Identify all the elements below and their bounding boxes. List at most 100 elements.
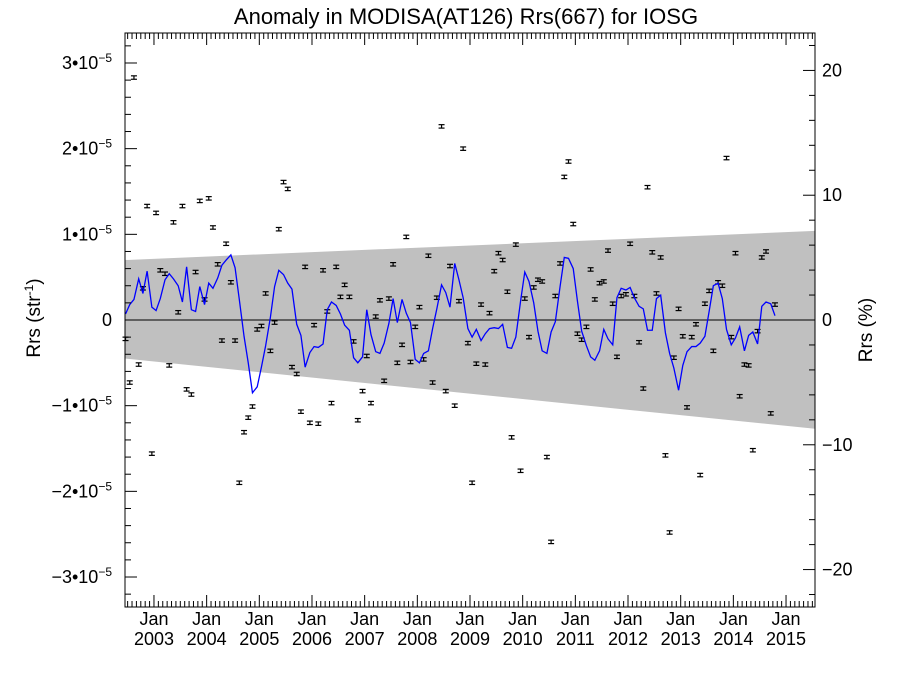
- data-point: [293, 371, 300, 377]
- data-point: [491, 268, 498, 274]
- data-point: [710, 348, 717, 354]
- data-point: [407, 359, 414, 365]
- data-point: [192, 269, 199, 275]
- data-point: [367, 400, 374, 406]
- data-point: [627, 241, 634, 247]
- data-point: [311, 322, 318, 328]
- data-point: [209, 225, 216, 230]
- x-tick-label-year: 2006: [292, 629, 332, 649]
- x-tick-label-month: Jan: [613, 609, 642, 629]
- x-tick-label-month: Jan: [297, 609, 326, 629]
- data-point: [464, 340, 471, 346]
- data-point: [622, 291, 629, 297]
- data-point: [736, 393, 743, 399]
- data-point: [148, 451, 155, 456]
- data-point: [557, 261, 564, 266]
- data-point: [363, 353, 370, 359]
- x-tick-label-year: 2004: [187, 629, 227, 649]
- x-tick-label-month: Jan: [719, 609, 748, 629]
- data-point: [390, 262, 397, 267]
- left-y-tick-label: 2•10−5: [62, 137, 112, 159]
- data-point: [403, 234, 410, 240]
- data-point: [644, 184, 651, 190]
- smoothed-anomaly-line: [124, 253, 776, 395]
- left-y-tick-label: −2•10−5: [51, 479, 112, 501]
- x-tick-label-month: Jan: [666, 609, 695, 629]
- data-point: [473, 361, 480, 367]
- data-point: [478, 302, 485, 307]
- x-axis: Jan2003Jan2004Jan2005Jan2006Jan2007Jan20…: [127, 33, 813, 649]
- data-point: [561, 174, 568, 180]
- data-point: [446, 263, 453, 269]
- data-point: [346, 294, 353, 300]
- data-point: [153, 210, 160, 216]
- data-point: [275, 226, 282, 232]
- data-point: [521, 296, 528, 301]
- data-point: [666, 530, 673, 535]
- data-point: [320, 267, 327, 273]
- data-point: [469, 480, 476, 486]
- anomaly-points: [122, 75, 778, 545]
- data-point: [495, 250, 502, 256]
- right-y-tick-label: 10: [822, 185, 842, 205]
- data-point: [249, 404, 256, 409]
- data-point: [175, 309, 182, 315]
- data-point: [306, 420, 313, 426]
- x-tick-label-month: Jan: [455, 609, 484, 629]
- data-point: [394, 360, 401, 366]
- data-point: [170, 220, 177, 225]
- left-y-tick-label: 3•10−5: [62, 51, 112, 73]
- data-point: [697, 472, 704, 478]
- data-point: [741, 362, 748, 367]
- data-point: [302, 264, 309, 270]
- data-point: [280, 179, 287, 185]
- data-point: [455, 298, 462, 304]
- data-point: [771, 302, 778, 307]
- x-tick-label-month: Jan: [561, 609, 590, 629]
- right-y-tick-label: 0: [822, 310, 832, 330]
- data-point: [188, 392, 195, 397]
- x-tick-label-year: 2015: [766, 629, 806, 649]
- data-point: [262, 291, 269, 296]
- x-tick-label-month: Jan: [192, 609, 221, 629]
- left-y-axis-label-end: ): [24, 278, 45, 284]
- data-point: [241, 429, 248, 435]
- data-point: [591, 297, 598, 302]
- x-tick-label-year: 2012: [608, 629, 648, 649]
- left-y-tick-label: 1•10−5: [62, 222, 112, 244]
- data-point: [359, 388, 366, 394]
- data-point: [596, 280, 603, 286]
- right-y-tick-label: −10: [822, 435, 853, 455]
- x-tick-label-year: 2010: [503, 629, 543, 649]
- data-point: [583, 324, 590, 330]
- data-point: [381, 378, 388, 384]
- data-point: [162, 271, 169, 277]
- x-tick-label-year: 2007: [345, 629, 385, 649]
- data-point: [232, 338, 239, 343]
- data-point: [512, 242, 519, 247]
- data-point: [438, 124, 445, 129]
- data-point: [684, 405, 691, 410]
- data-point: [605, 248, 611, 253]
- data-point: [227, 279, 234, 285]
- data-point: [543, 454, 550, 460]
- x-tick-label-year: 2011: [556, 629, 595, 649]
- data-point: [574, 331, 581, 337]
- data-point: [328, 400, 335, 406]
- data-point: [144, 203, 151, 209]
- data-point: [640, 386, 647, 391]
- data-point: [337, 294, 344, 300]
- data-point: [126, 380, 133, 385]
- data-point: [482, 362, 489, 367]
- data-point: [548, 539, 555, 545]
- right-y-axis-label: Rrs (%): [856, 298, 877, 362]
- data-point: [600, 279, 607, 284]
- data-point: [539, 279, 546, 284]
- data-point: [745, 363, 752, 368]
- left-y-axis: −3•10−5 −2•10−5 −1•10−5 0 1•10−5 2•10−5 3•10−5: [51, 45, 137, 595]
- data-point: [525, 334, 532, 340]
- data-point: [701, 301, 708, 307]
- x-tick-label-year: 2003: [134, 629, 174, 649]
- x-tick-label-month: Jan: [245, 609, 274, 629]
